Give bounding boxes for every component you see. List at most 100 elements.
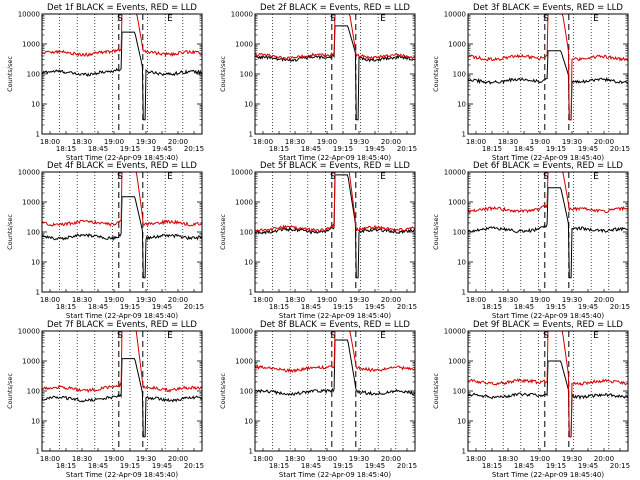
x-tick-label: 20:00 xyxy=(594,296,614,304)
x-tick-label: 19:30 xyxy=(562,455,582,463)
y-tick-label: 1000 xyxy=(235,41,253,49)
start-marker: S xyxy=(543,172,549,182)
x-tick-label: 18:30 xyxy=(498,455,518,463)
x-tick-label: 19:45 xyxy=(365,462,385,470)
x-tick-label: 19:00 xyxy=(317,455,337,463)
x-tick-label: 19:30 xyxy=(349,296,369,304)
x-tick-label: 18:30 xyxy=(498,138,518,146)
x-tick-label: 20:15 xyxy=(610,145,630,153)
y-tick-label: 10000 xyxy=(231,11,253,19)
x-tick-label: 18:00 xyxy=(40,455,60,463)
x-tick-label: 20:00 xyxy=(381,296,401,304)
events-series-line xyxy=(467,50,629,121)
x-tick-label: 19:45 xyxy=(578,303,598,311)
detector-chart-8: Det 8f BLACK = Events, RED = LLD Counts/s… xyxy=(219,320,417,479)
y-axis-label: Counts/sec xyxy=(432,56,440,92)
y-tick-label: 1000 xyxy=(448,41,466,49)
x-tick-label: 20:15 xyxy=(397,145,417,153)
x-tick-label: 20:00 xyxy=(594,138,614,146)
x-tick-label: 19:30 xyxy=(562,296,582,304)
x-tick-label: 18:45 xyxy=(514,303,534,311)
detector-chart-4: Det 4f BLACK = Events, RED = LLD Counts/s… xyxy=(6,161,204,320)
x-axis-label: Start Time (22-Apr-09 18:45:40) xyxy=(66,471,178,479)
x-axis-label: Start Time (22-Apr-09 18:45:40) xyxy=(492,471,604,479)
x-tick-label: 18:15 xyxy=(482,462,502,470)
x-tick-label: 18:15 xyxy=(269,303,289,311)
chart-title: Det 3f BLACK = Events, RED = LLD xyxy=(473,3,623,13)
start-marker: S xyxy=(117,14,123,24)
y-tick-label: 1 xyxy=(462,131,466,139)
plot-frame xyxy=(467,171,629,293)
end-marker: E xyxy=(380,331,386,341)
x-tick-label: 18:45 xyxy=(301,145,321,153)
x-tick-label: 18:15 xyxy=(269,145,289,153)
x-tick-label: 18:45 xyxy=(88,145,108,153)
chart-title: Det 5f BLACK = Events, RED = LLD xyxy=(260,161,410,171)
x-axis-label: Start Time (22-Apr-09 18:45:40) xyxy=(66,154,178,162)
y-tick-label: 10000 xyxy=(444,328,466,336)
chart-title: Det 1f BLACK = Events, RED = LLD xyxy=(47,3,197,13)
x-tick-label: 19:45 xyxy=(578,145,598,153)
y-tick-label: 10 xyxy=(244,101,253,109)
y-axis-label: Counts/sec xyxy=(6,214,14,250)
detector-chart-6: Det 6f BLACK = Events, RED = LLD Counts/s… xyxy=(432,161,630,320)
x-axis-label: Start Time (22-Apr-09 18:45:40) xyxy=(279,154,391,162)
plot-frame xyxy=(41,171,203,293)
x-tick-label: 19:45 xyxy=(152,303,172,311)
plot-frame xyxy=(467,13,629,135)
x-tick-label: 20:00 xyxy=(168,296,188,304)
end-marker: E xyxy=(167,14,173,24)
x-tick-label: 19:45 xyxy=(365,303,385,311)
x-tick-label: 20:00 xyxy=(168,138,188,146)
x-tick-label: 18:15 xyxy=(482,145,502,153)
x-tick-label: 20:15 xyxy=(184,462,204,470)
chart-title: Det 2f BLACK = Events, RED = LLD xyxy=(260,3,410,13)
x-tick-label: 18:00 xyxy=(466,296,486,304)
y-tick-label: 10000 xyxy=(18,328,40,336)
y-tick-label: 100 xyxy=(240,388,253,396)
detector-chart-5: Det 5f BLACK = Events, RED = LLD Counts/s… xyxy=(219,161,417,320)
x-tick-label: 18:00 xyxy=(253,455,273,463)
events-series-line xyxy=(467,360,629,438)
y-tick-label: 1 xyxy=(36,448,40,456)
y-tick-label: 1000 xyxy=(22,41,40,49)
start-marker: S xyxy=(117,331,123,341)
events-series-line xyxy=(254,25,416,121)
y-tick-label: 100 xyxy=(240,71,253,79)
x-axis-label: Start Time (22-Apr-09 18:45:40) xyxy=(66,312,178,320)
end-marker: E xyxy=(380,14,386,24)
y-axis-label: Counts/sec xyxy=(219,56,227,92)
x-tick-label: 19:15 xyxy=(546,303,566,311)
end-marker: E xyxy=(593,14,599,24)
y-tick-label: 1000 xyxy=(22,358,40,366)
x-tick-label: 19:30 xyxy=(136,455,156,463)
x-tick-label: 18:30 xyxy=(498,296,518,304)
x-tick-label: 20:15 xyxy=(610,462,630,470)
y-tick-label: 10 xyxy=(31,259,40,267)
x-tick-label: 18:45 xyxy=(514,462,534,470)
x-tick-label: 18:45 xyxy=(514,145,534,153)
y-tick-label: 10000 xyxy=(231,169,253,177)
y-tick-label: 1000 xyxy=(235,199,253,207)
x-tick-label: 19:00 xyxy=(104,455,124,463)
y-tick-label: 1 xyxy=(249,448,253,456)
y-tick-label: 100 xyxy=(453,71,466,79)
x-tick-label: 19:15 xyxy=(333,462,353,470)
plot-frame xyxy=(41,13,203,135)
x-tick-label: 18:15 xyxy=(482,303,502,311)
y-tick-label: 100 xyxy=(27,388,40,396)
x-tick-label: 18:30 xyxy=(285,138,305,146)
x-tick-label: 18:00 xyxy=(40,138,60,146)
x-tick-label: 19:00 xyxy=(317,138,337,146)
x-tick-label: 19:30 xyxy=(349,455,369,463)
events-series-line xyxy=(467,187,629,279)
x-tick-label: 19:15 xyxy=(120,303,140,311)
x-tick-label: 20:00 xyxy=(381,455,401,463)
y-axis-label: Counts/sec xyxy=(6,373,14,409)
x-tick-label: 20:15 xyxy=(184,145,204,153)
y-tick-label: 10 xyxy=(31,101,40,109)
detector-chart-1: Det 1f BLACK = Events, RED = LLD Counts/s… xyxy=(6,3,204,162)
y-tick-label: 10000 xyxy=(18,11,40,19)
x-tick-label: 19:00 xyxy=(104,296,124,304)
